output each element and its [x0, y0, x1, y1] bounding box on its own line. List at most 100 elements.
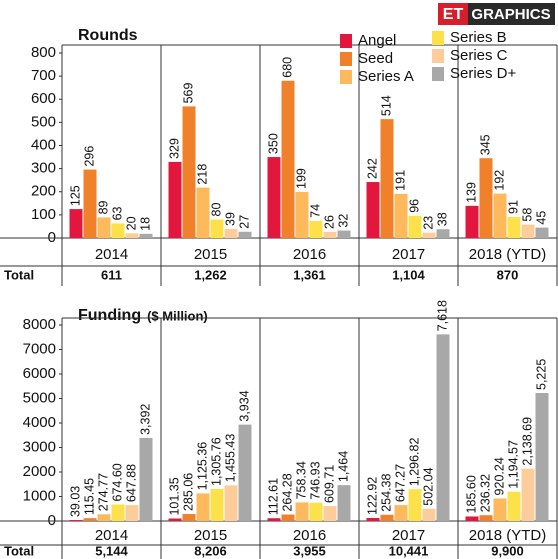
x-tick-label: 2015: [194, 527, 227, 544]
value-label: 514: [379, 95, 393, 116]
bar: [139, 233, 153, 238]
value-label: 3,934: [237, 390, 251, 421]
bar: [408, 215, 422, 238]
y-tick-label: 4000: [23, 414, 56, 431]
value-label: 1,125.36: [195, 442, 209, 491]
bar: [111, 504, 125, 521]
value-label: 1,455.43: [223, 434, 237, 483]
total-value: 8,206: [194, 543, 227, 558]
value-label: 647.88: [124, 464, 138, 502]
value-label: 101.35: [167, 477, 181, 515]
y-tick-label: 3000: [23, 438, 56, 455]
bar: [521, 224, 535, 238]
bar: [323, 506, 337, 521]
y-tick-label: 0: [48, 512, 56, 529]
bar: [69, 209, 83, 238]
value-label: 91: [506, 200, 520, 214]
legend-swatch: [432, 49, 444, 63]
bar: [125, 233, 139, 238]
chart-subtitle: ($ Million): [147, 308, 208, 323]
value-label: 18: [138, 217, 152, 231]
value-label: 242: [365, 158, 379, 179]
x-tick-label: 2018 (YTD): [469, 246, 547, 263]
y-tick-label: 800: [31, 44, 56, 61]
total-value: 1,104: [392, 267, 425, 282]
value-label: 680: [280, 57, 294, 78]
bar: [83, 518, 97, 521]
value-label: 1,296.82: [407, 438, 421, 487]
bar: [224, 228, 238, 238]
bar: [182, 514, 196, 521]
value-label: 191: [393, 170, 407, 191]
total-value: 10,441: [389, 543, 429, 558]
value-label: 27: [237, 215, 251, 229]
value-label: 185.60: [464, 475, 478, 513]
total-value: 9,900: [491, 543, 524, 558]
y-tick-label: 5000: [23, 389, 56, 406]
bar: [493, 498, 507, 521]
value-label: 23: [421, 216, 435, 230]
value-label: 350: [266, 133, 280, 154]
bar: [210, 489, 224, 521]
y-tick-label: 0: [48, 229, 56, 246]
total-value: 5,144: [95, 543, 128, 558]
y-tick-label: 2000: [23, 463, 56, 480]
value-label: 80: [209, 203, 223, 217]
bar: [97, 217, 111, 238]
x-tick-label: 2014: [95, 527, 128, 544]
bar: [125, 505, 139, 521]
value-label: 3,392: [138, 404, 152, 435]
bar: [267, 518, 281, 521]
bar: [366, 517, 380, 521]
bar: [309, 502, 323, 521]
value-label: 199: [294, 168, 308, 189]
value-label: 274.77: [96, 473, 110, 511]
value-label: 96: [407, 199, 421, 213]
value-label: 609.71: [322, 465, 336, 503]
bar: [83, 169, 97, 238]
bar: [139, 437, 153, 521]
value-label: 218: [195, 164, 209, 185]
bar: [408, 489, 422, 521]
value-label: 39: [223, 212, 237, 226]
legend-swatch: [432, 67, 444, 81]
value-label: 502.04: [421, 467, 435, 505]
brand: ET: [443, 6, 464, 23]
bar: [465, 516, 479, 521]
value-label: 647.27: [393, 464, 407, 502]
value-label: 285.06: [181, 473, 195, 511]
value-label: 192: [492, 170, 506, 191]
total-value: 3,955: [293, 543, 326, 558]
legend-label: Seed: [358, 50, 393, 67]
y-tick-label: 500: [31, 113, 56, 130]
total-value: 611: [101, 267, 122, 282]
value-label: 1,305.76: [209, 437, 223, 486]
total-value: 1,262: [194, 267, 227, 282]
bar: [238, 231, 252, 238]
bar: [111, 223, 125, 238]
legend-label: Series B: [450, 29, 507, 46]
bar: [196, 187, 210, 238]
y-tick-label: 200: [31, 183, 56, 200]
value-label: 296: [82, 146, 96, 167]
chart-title: Rounds: [78, 27, 138, 44]
y-tick-label: 8000: [23, 316, 56, 333]
value-label: 39.03: [68, 486, 82, 517]
value-label: 74: [308, 204, 322, 218]
x-tick-label: 2016: [293, 246, 326, 263]
value-label: 674.60: [110, 463, 124, 501]
value-label: 329: [167, 138, 181, 159]
value-label: 20: [124, 216, 138, 230]
value-label: 236.32: [478, 474, 492, 512]
value-label: 254.38: [379, 473, 393, 511]
y-tick-label: 7000: [23, 340, 56, 357]
bar: [535, 392, 549, 521]
legend-label: Angel: [358, 32, 396, 49]
y-tick-label: 6000: [23, 365, 56, 382]
bar: [281, 514, 295, 521]
value-label: 1,464: [336, 451, 350, 482]
brand-label-box: [468, 3, 555, 25]
total-label: Total: [4, 543, 34, 558]
legend-label: Series C: [450, 47, 508, 64]
x-tick-label: 2017: [392, 527, 425, 544]
